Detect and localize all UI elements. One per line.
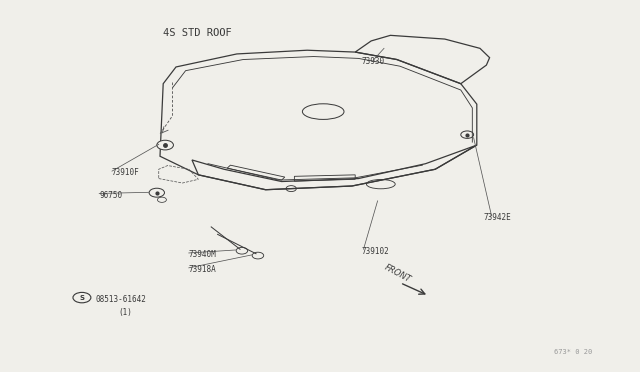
Text: 739102: 739102 (362, 247, 389, 256)
Text: S: S (79, 295, 84, 301)
Text: 673* 0 20: 673* 0 20 (554, 349, 592, 355)
Circle shape (157, 197, 166, 202)
Circle shape (149, 188, 164, 197)
Text: 08513-61642: 08513-61642 (96, 295, 147, 304)
Text: (1): (1) (118, 308, 132, 317)
Text: 73940M: 73940M (189, 250, 216, 259)
Circle shape (236, 247, 248, 254)
Circle shape (157, 140, 173, 150)
Text: FRONT: FRONT (383, 263, 412, 284)
Text: 73910F: 73910F (112, 169, 140, 177)
Text: 73918A: 73918A (189, 265, 216, 274)
Text: 73942E: 73942E (483, 213, 511, 222)
Text: 73930: 73930 (362, 57, 385, 66)
Text: 96750: 96750 (99, 191, 122, 200)
Circle shape (252, 252, 264, 259)
Text: 4S STD ROOF: 4S STD ROOF (163, 29, 232, 38)
Circle shape (461, 131, 474, 138)
